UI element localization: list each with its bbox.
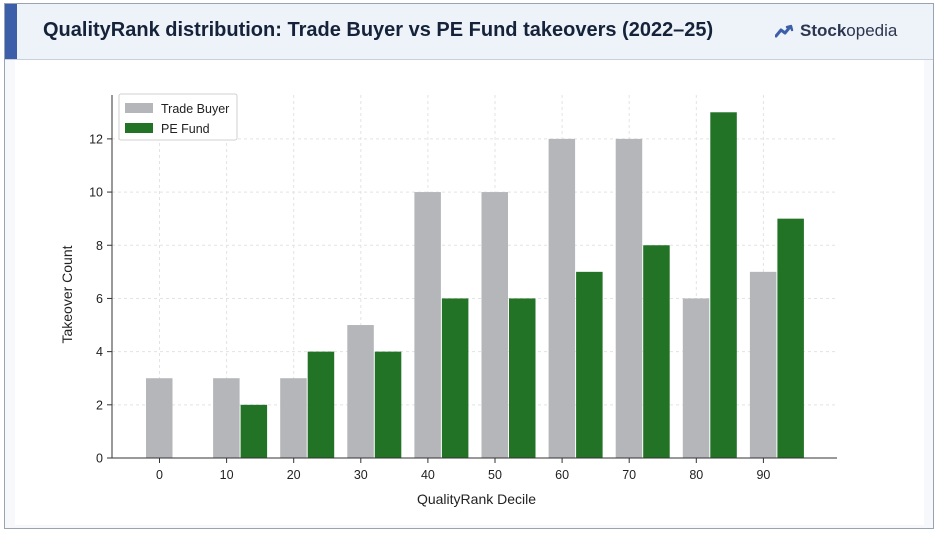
chart-card: QualityRank distribution: Trade Buyer vs…	[4, 3, 934, 529]
chart-legend: Trade Buyer PE Fund	[118, 93, 238, 141]
bars-layer	[146, 112, 804, 459]
y-tick-label: 8	[96, 239, 103, 253]
legend-swatch-pe-fund	[125, 123, 153, 133]
x-tick-label: 0	[156, 468, 163, 482]
x-tick-label: 80	[689, 468, 703, 482]
x-tick-label: 40	[421, 468, 435, 482]
x-tick-label: 20	[287, 468, 301, 482]
x-tick-label: 50	[488, 468, 502, 482]
axes-layer	[111, 95, 837, 459]
ticks-layer: 0 2 4 6 8 10 12 0 10 20 30 40 50 60 70 80 90	[89, 132, 770, 482]
bar-pe-fund	[777, 218, 804, 458]
brand-name-rest: opedia	[846, 21, 898, 40]
x-tick-label: 10	[220, 468, 234, 482]
header-accent-bar	[5, 4, 17, 59]
bar-pe-fund	[509, 298, 536, 458]
x-tick-label: 70	[622, 468, 636, 482]
bar-trade-buyer	[615, 138, 643, 458]
bar-pe-fund	[441, 298, 469, 458]
bar-trade-buyer	[146, 378, 173, 458]
legend-label-trade-buyer: Trade Buyer	[161, 102, 229, 116]
brand-name-bold: Stock	[800, 21, 847, 40]
y-tick-label: 10	[89, 186, 103, 200]
bar-trade-buyer	[682, 298, 710, 458]
legend-label-pe-fund: PE Fund	[161, 122, 210, 136]
y-tick-label: 4	[96, 345, 103, 359]
y-axis-label: Takeover Count	[59, 245, 75, 343]
legend-swatch-trade-buyer	[125, 103, 153, 113]
bar-chart: 0 2 4 6 8 10 12 0 10 20 30 40 50 60 70 80 90 QualityRank…	[59, 93, 837, 507]
bar-trade-buyer	[414, 192, 441, 459]
page-title: QualityRank distribution: Trade Buyer vs…	[43, 19, 714, 41]
chart-panel: 0 2 4 6 8 10 12 0 10 20 30 40 50 60 70 80 90 QualityRank…	[15, 60, 924, 525]
bar-pe-fund	[643, 245, 670, 458]
card-header: QualityRank distribution: Trade Buyer vs…	[5, 4, 933, 60]
bar-pe-fund	[576, 271, 603, 458]
y-tick-label: 12	[89, 132, 103, 146]
y-tick-label: 2	[96, 398, 103, 412]
bar-pe-fund	[374, 351, 402, 458]
x-axis-label: QualityRank Decile	[417, 491, 536, 507]
bar-trade-buyer	[749, 271, 777, 458]
bar-trade-buyer	[481, 192, 508, 459]
bar-trade-buyer	[213, 378, 240, 458]
y-tick-label: 6	[96, 292, 103, 306]
brand-logo: Stock opedia	[775, 21, 897, 41]
x-tick-label: 30	[354, 468, 368, 482]
bar-trade-buyer	[548, 138, 576, 458]
bar-trade-buyer	[347, 325, 374, 458]
bar-pe-fund	[710, 112, 737, 459]
bar-pe-fund	[307, 351, 335, 458]
y-tick-label: 0	[96, 452, 103, 466]
stockopedia-logo-icon	[775, 24, 794, 38]
bar-pe-fund	[240, 404, 268, 458]
x-tick-label: 60	[555, 468, 569, 482]
bar-trade-buyer	[280, 378, 307, 458]
x-tick-label: 90	[756, 468, 770, 482]
